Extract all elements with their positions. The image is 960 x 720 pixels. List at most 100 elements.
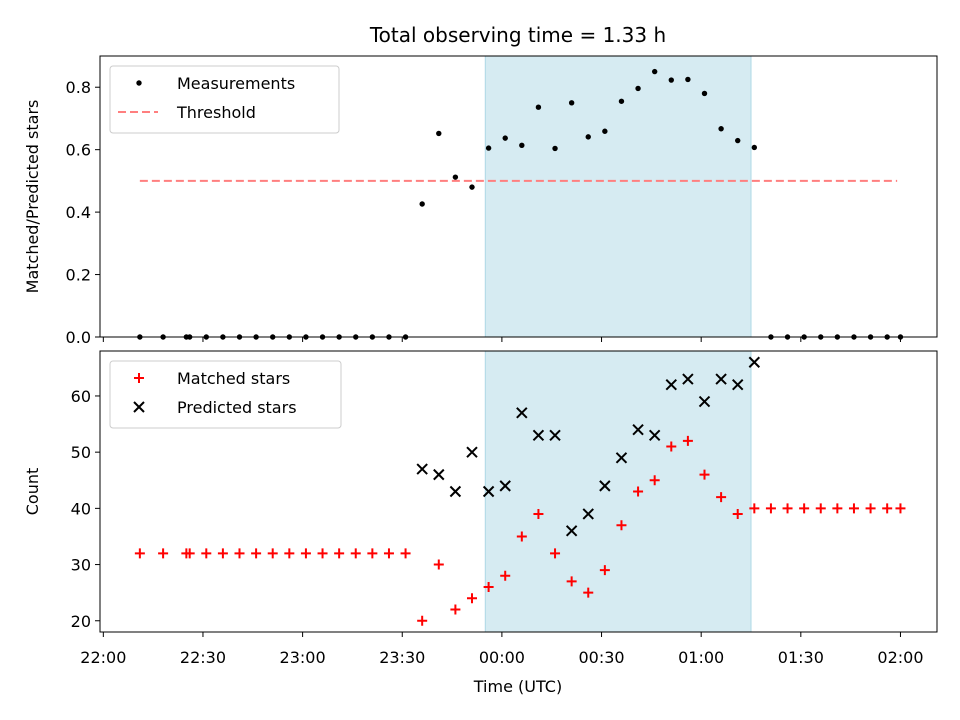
- data-point: [765, 503, 776, 514]
- data-point: [668, 77, 674, 83]
- chart-title: Total observing time = 1.33 h: [369, 23, 666, 47]
- data-point: [635, 85, 641, 92]
- plot-frame: [99, 55, 938, 338]
- data-point: [732, 379, 744, 391]
- data-point: [565, 525, 578, 537]
- data-point: [552, 145, 558, 152]
- legend-box: [109, 360, 342, 429]
- data-point: [665, 379, 677, 391]
- x-tick-label: 01:00: [678, 648, 724, 667]
- x-tick-label: 00:00: [479, 648, 525, 667]
- data-point: [682, 373, 694, 385]
- x-tick-label: 22:00: [80, 648, 126, 667]
- data-point: [284, 548, 295, 559]
- y-axis-label: Count: [23, 468, 42, 516]
- data-point: [334, 548, 345, 559]
- data-point: [616, 520, 627, 531]
- x-tick-label: 00:30: [578, 648, 624, 667]
- plot-frame: [99, 350, 938, 633]
- data-point: [748, 356, 761, 368]
- data-point: [618, 98, 625, 104]
- y-tick-label: 60: [71, 387, 91, 406]
- data-point: [516, 531, 527, 542]
- data-point: [633, 486, 644, 497]
- data-point: [882, 503, 893, 514]
- data-point: [469, 184, 475, 190]
- ratio-panel: 0.0 0.2 0.4 0.6 0.8 Matched/Predicted stars Me…: [23, 55, 938, 347]
- data-point: [500, 570, 511, 581]
- data-point: [666, 441, 677, 452]
- legend-label: Matched stars: [177, 369, 290, 388]
- data-point: [217, 548, 228, 559]
- data-point: [599, 565, 610, 576]
- data-point: [134, 548, 145, 559]
- data-point: [832, 503, 843, 514]
- data-point: [782, 503, 793, 514]
- series-x: [416, 356, 761, 537]
- data-point: [234, 548, 245, 559]
- data-point: [699, 469, 710, 480]
- x-tick-label: 22:30: [180, 648, 226, 667]
- legend-marker: [133, 401, 145, 413]
- data-point: [535, 104, 542, 110]
- legend-label: Threshold: [176, 103, 256, 122]
- data-point: [436, 130, 442, 137]
- legend: Measurements Threshold: [109, 65, 340, 134]
- data-point: [799, 503, 810, 514]
- data-point: [452, 174, 459, 180]
- data-point: [550, 548, 561, 559]
- data-point: [201, 548, 212, 559]
- data-point: [184, 548, 195, 559]
- data-point: [566, 576, 577, 587]
- data-point: [582, 508, 594, 520]
- legend-label: Measurements: [177, 74, 295, 93]
- x-tick-label: 23:00: [280, 648, 326, 667]
- data-point: [516, 407, 528, 419]
- data-point: [732, 508, 743, 519]
- data-point: [651, 68, 658, 75]
- data-point: [602, 128, 608, 134]
- data-point: [350, 548, 361, 559]
- data-point: [599, 480, 611, 492]
- data-point: [367, 548, 378, 559]
- y-tick-label: 30: [71, 556, 91, 575]
- legend-label: Predicted stars: [177, 398, 297, 417]
- y-tick-label: 0.2: [66, 266, 91, 285]
- data-point: [502, 135, 508, 141]
- data-point: [848, 503, 859, 514]
- data-point: [698, 395, 711, 408]
- data-point: [749, 503, 760, 514]
- data-point: [300, 548, 311, 559]
- counts-panel: 20 30 40 50 60 Count Matched stars Predicted st…: [23, 350, 938, 637]
- data-point: [251, 548, 262, 559]
- y-axis-label: Matched/Predicted stars: [23, 100, 42, 294]
- data-point: [450, 604, 461, 615]
- legend-marker: [136, 80, 142, 86]
- data-point: [895, 503, 906, 514]
- x-tick-label: 23:30: [379, 648, 425, 667]
- data-point: [433, 559, 444, 570]
- y-tick-label: 20: [71, 612, 91, 631]
- data-point: [467, 593, 477, 604]
- data-point: [549, 429, 561, 442]
- observing-window: [484, 55, 752, 338]
- x-tick-label: 01:30: [778, 648, 824, 667]
- x-axis-label: Time (UTC): [473, 677, 562, 696]
- data-point: [682, 435, 693, 446]
- y-tick-label: 0.4: [66, 203, 91, 222]
- data-point: [449, 485, 462, 498]
- data-point: [649, 475, 660, 486]
- data-point: [583, 587, 594, 598]
- data-point: [532, 429, 545, 442]
- data-point: [433, 468, 445, 481]
- data-point: [416, 463, 428, 475]
- y-tick-label: 0.6: [66, 141, 91, 160]
- data-point: [482, 485, 495, 498]
- data-point: [632, 423, 644, 436]
- data-point: [267, 548, 278, 559]
- data-point: [615, 452, 628, 464]
- data-point: [865, 503, 876, 514]
- data-point: [317, 548, 328, 559]
- data-point: [751, 144, 758, 151]
